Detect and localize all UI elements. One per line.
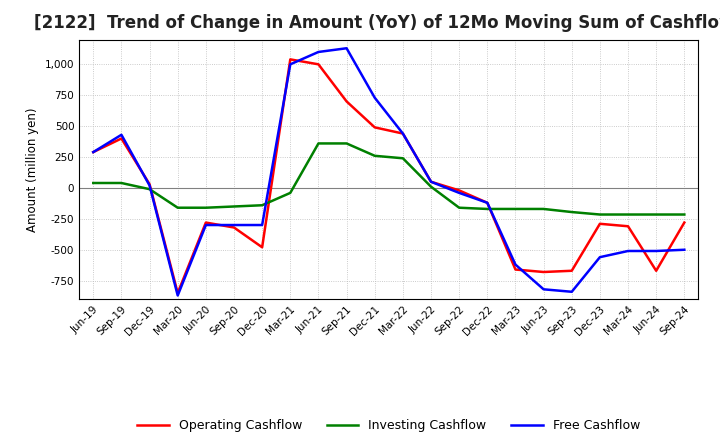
Investing Cashflow: [455, 205, 464, 210]
Investing Cashflow: [145, 187, 154, 192]
Investing Cashflow: [399, 156, 408, 161]
Investing Cashflow: [89, 180, 98, 186]
Free Cashflow: [286, 62, 294, 67]
Operating Cashflow: [567, 268, 576, 273]
Free Cashflow: [455, 190, 464, 195]
Investing Cashflow: [314, 141, 323, 146]
Free Cashflow: [680, 247, 688, 253]
Free Cashflow: [595, 254, 604, 260]
Investing Cashflow: [595, 212, 604, 217]
Free Cashflow: [427, 179, 436, 184]
Operating Cashflow: [174, 290, 182, 296]
Free Cashflow: [117, 132, 126, 137]
Investing Cashflow: [427, 184, 436, 189]
Free Cashflow: [342, 46, 351, 51]
Operating Cashflow: [483, 200, 492, 205]
Operating Cashflow: [370, 125, 379, 130]
Free Cashflow: [399, 131, 408, 136]
Free Cashflow: [314, 49, 323, 55]
Operating Cashflow: [314, 62, 323, 67]
Investing Cashflow: [258, 202, 266, 208]
Y-axis label: Amount (million yen): Amount (million yen): [27, 107, 40, 231]
Free Cashflow: [230, 222, 238, 227]
Investing Cashflow: [286, 190, 294, 195]
Free Cashflow: [145, 183, 154, 188]
Free Cashflow: [624, 248, 632, 253]
Operating Cashflow: [286, 57, 294, 62]
Line: Investing Cashflow: Investing Cashflow: [94, 143, 684, 215]
Operating Cashflow: [539, 269, 548, 275]
Operating Cashflow: [680, 220, 688, 225]
Operating Cashflow: [202, 220, 210, 225]
Operating Cashflow: [342, 99, 351, 104]
Free Cashflow: [174, 293, 182, 298]
Operating Cashflow: [258, 245, 266, 250]
Investing Cashflow: [680, 212, 688, 217]
Free Cashflow: [511, 262, 520, 267]
Free Cashflow: [370, 95, 379, 100]
Operating Cashflow: [511, 267, 520, 272]
Investing Cashflow: [652, 212, 660, 217]
Investing Cashflow: [202, 205, 210, 210]
Line: Operating Cashflow: Operating Cashflow: [94, 59, 684, 293]
Legend: Operating Cashflow, Investing Cashflow, Free Cashflow: Operating Cashflow, Investing Cashflow, …: [132, 414, 645, 437]
Free Cashflow: [483, 200, 492, 205]
Operating Cashflow: [230, 225, 238, 230]
Operating Cashflow: [89, 150, 98, 155]
Free Cashflow: [567, 289, 576, 294]
Investing Cashflow: [624, 212, 632, 217]
Title: [2122]  Trend of Change in Amount (YoY) of 12Mo Moving Sum of Cashflows: [2122] Trend of Change in Amount (YoY) o…: [34, 15, 720, 33]
Investing Cashflow: [567, 209, 576, 215]
Investing Cashflow: [539, 206, 548, 212]
Free Cashflow: [89, 150, 98, 155]
Investing Cashflow: [117, 180, 126, 186]
Operating Cashflow: [595, 221, 604, 227]
Line: Free Cashflow: Free Cashflow: [94, 48, 684, 296]
Free Cashflow: [202, 222, 210, 227]
Investing Cashflow: [483, 206, 492, 212]
Operating Cashflow: [427, 179, 436, 184]
Free Cashflow: [258, 222, 266, 227]
Investing Cashflow: [342, 141, 351, 146]
Operating Cashflow: [652, 268, 660, 273]
Investing Cashflow: [370, 153, 379, 158]
Operating Cashflow: [455, 188, 464, 193]
Free Cashflow: [539, 287, 548, 292]
Free Cashflow: [652, 248, 660, 253]
Investing Cashflow: [174, 205, 182, 210]
Operating Cashflow: [624, 224, 632, 229]
Investing Cashflow: [511, 206, 520, 212]
Operating Cashflow: [117, 136, 126, 141]
Operating Cashflow: [399, 131, 408, 136]
Investing Cashflow: [230, 204, 238, 209]
Operating Cashflow: [145, 182, 154, 187]
